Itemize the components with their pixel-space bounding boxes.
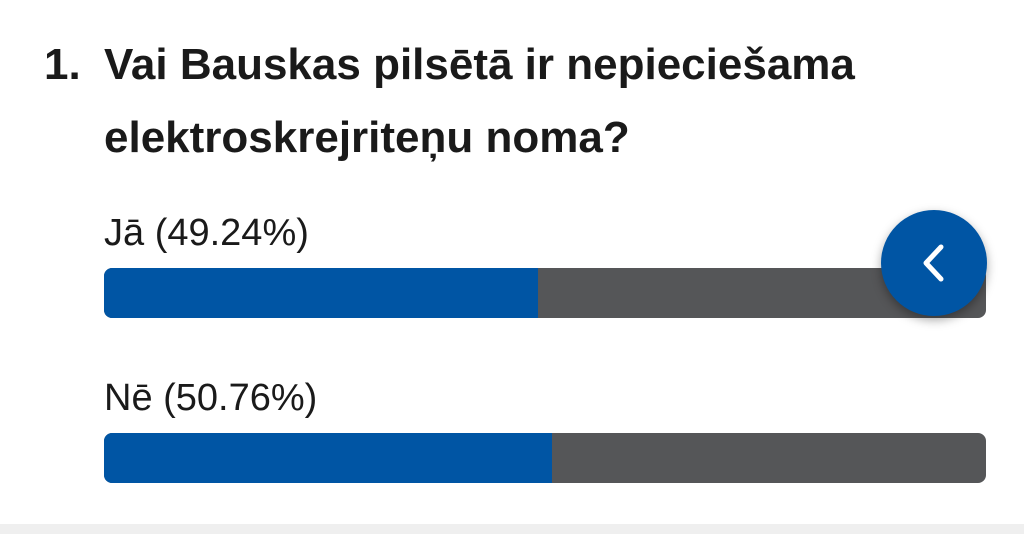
option-label: Nē (50.76%) [104, 377, 318, 419]
bar-track [104, 433, 986, 483]
bar-track [104, 268, 986, 318]
option-label: Jā (49.24%) [104, 212, 309, 254]
divider [0, 524, 1024, 534]
back-button[interactable] [881, 210, 987, 316]
bar [104, 268, 539, 318]
chevron-icon [923, 244, 944, 282]
question-number: 1. [44, 40, 81, 89]
bar [104, 433, 552, 483]
question-text: Vai Bauskas pilsētā ir nepieciešama [104, 40, 855, 89]
question-text: elektroskrejriteņu noma? [104, 113, 630, 162]
